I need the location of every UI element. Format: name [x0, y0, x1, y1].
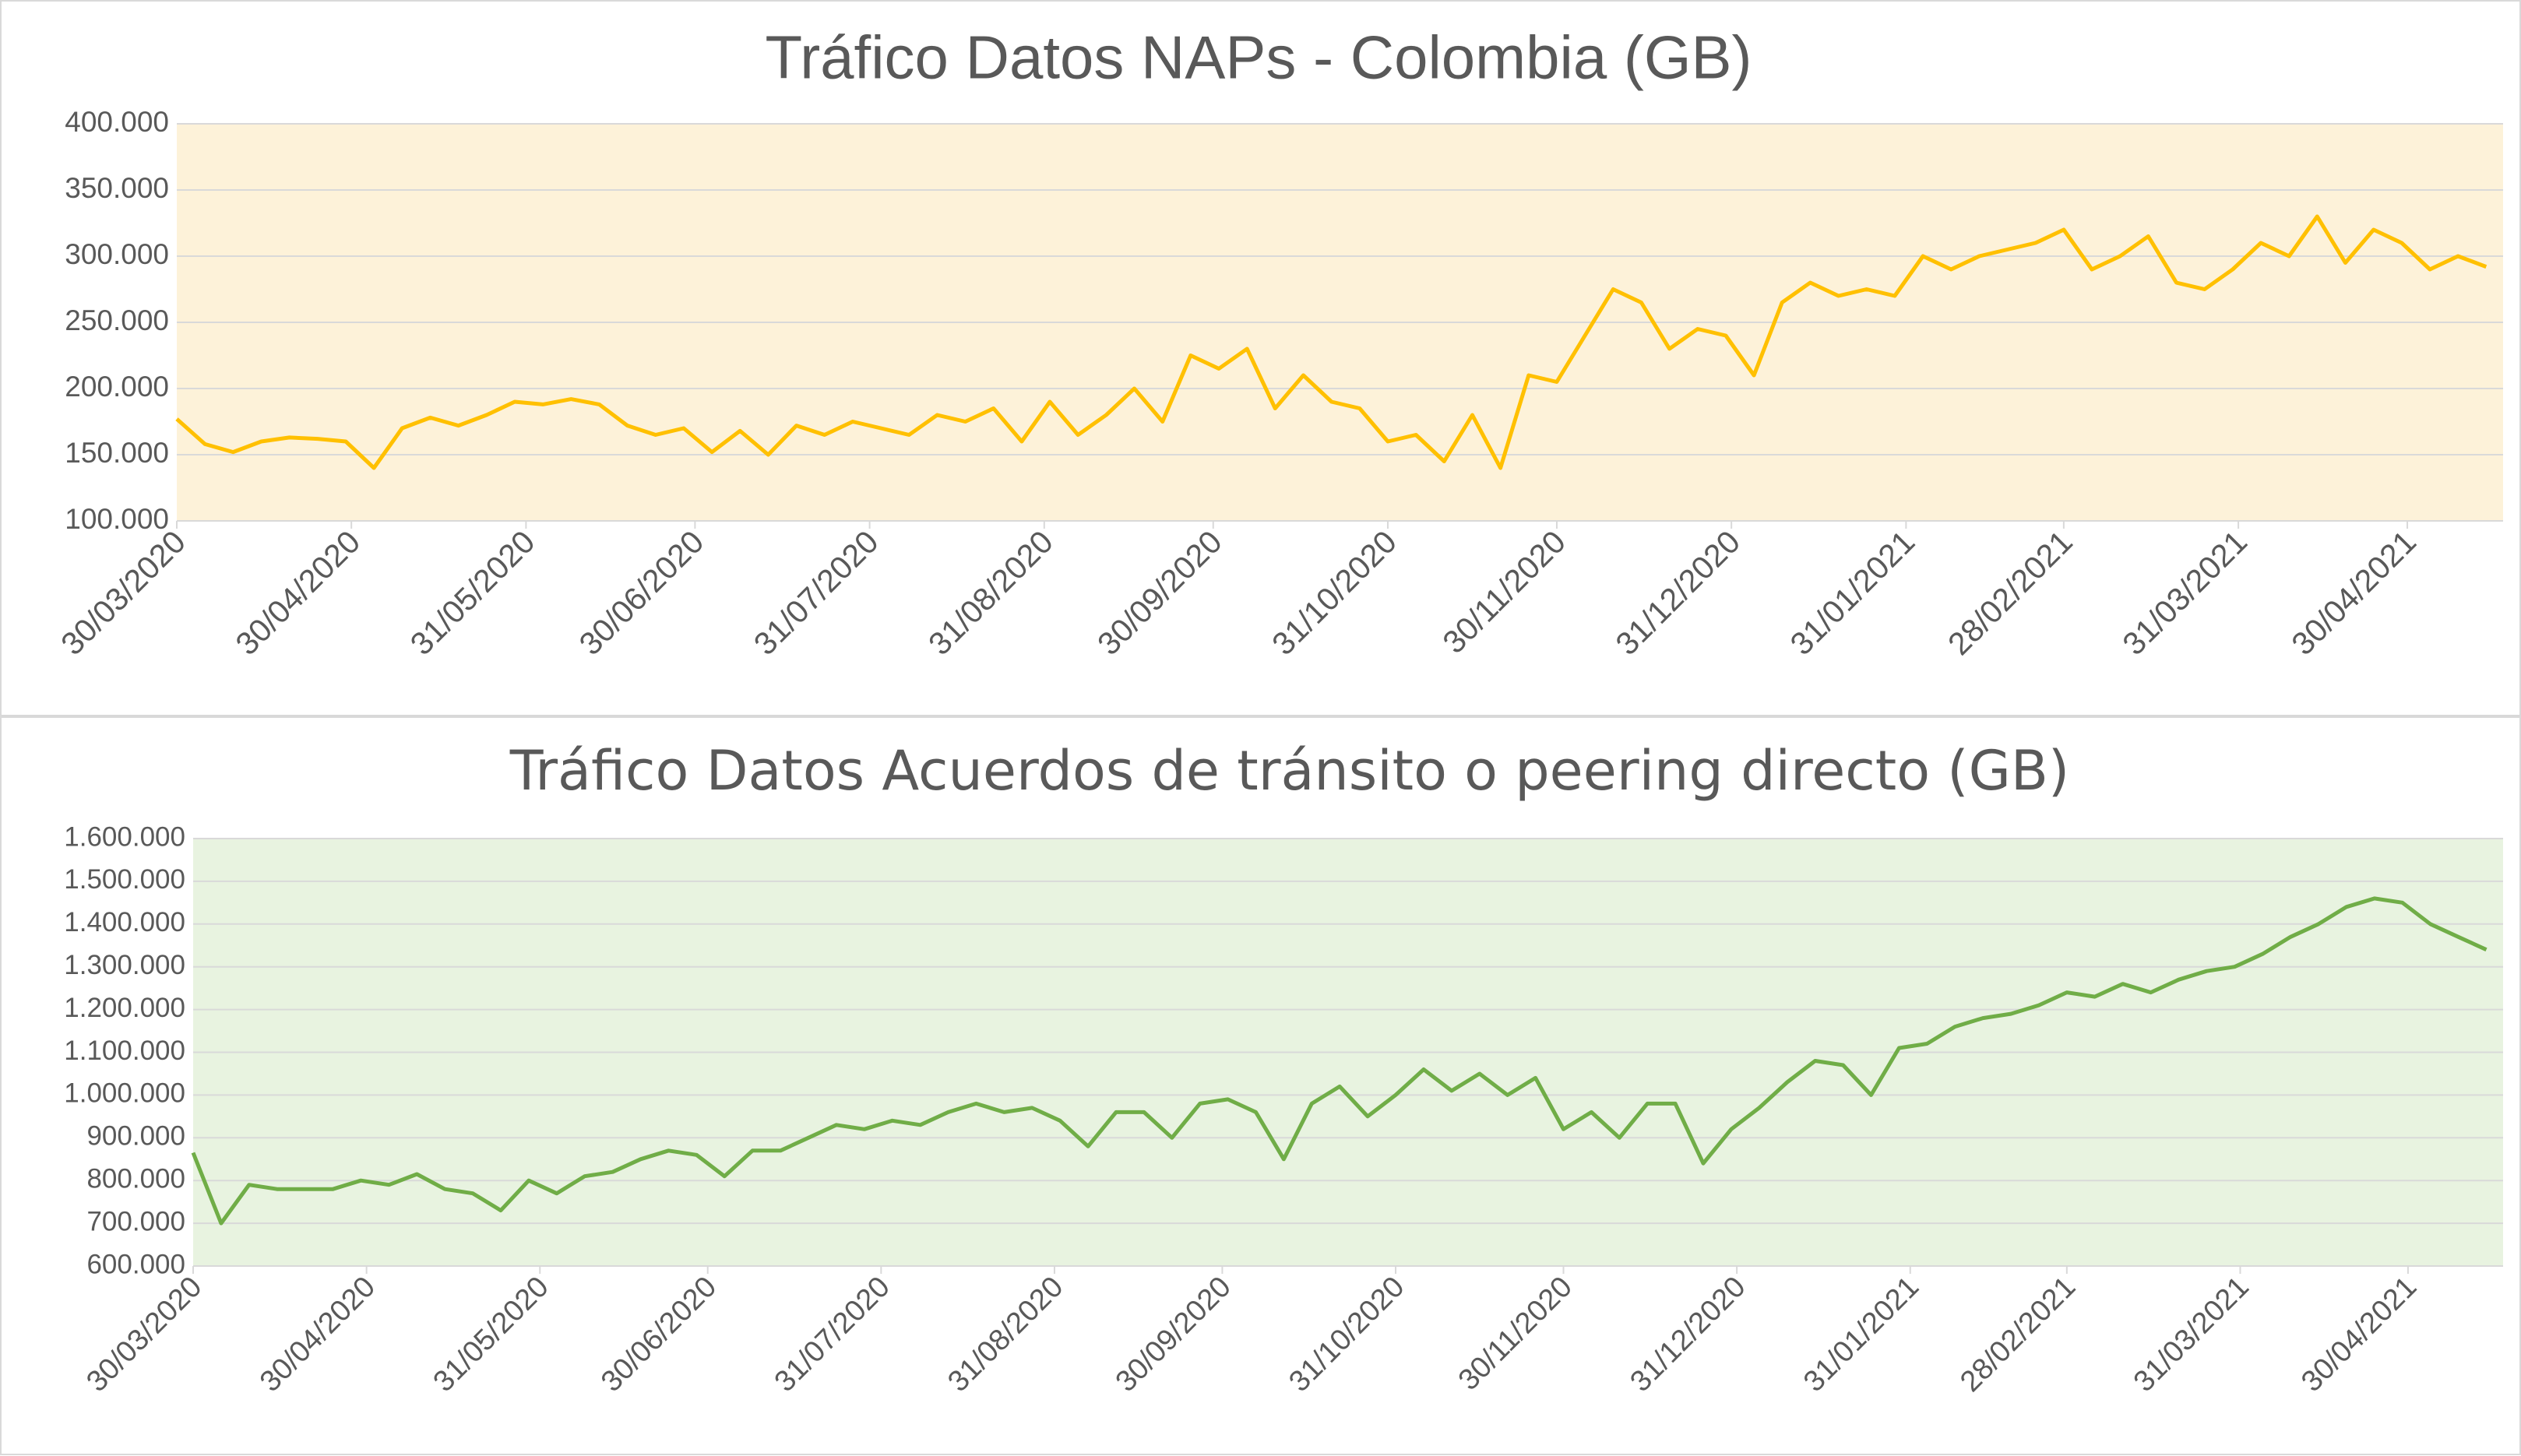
y-tick-label: 1.600.000 [64, 821, 185, 852]
y-tick-label: 900.000 [86, 1121, 185, 1152]
y-tick-label: 1.300.000 [64, 950, 185, 980]
data-line [191, 896, 2488, 1226]
y-tick-label: 1.400.000 [64, 907, 185, 937]
data-line [175, 214, 2488, 470]
y-tick-label: 1.100.000 [64, 1036, 185, 1066]
y-tick-label: 1.000.000 [64, 1078, 185, 1109]
y-tick-label: 700.000 [86, 1206, 185, 1236]
chart-title: Tráfico Datos NAPs - Colombia (GB) [765, 23, 1752, 92]
y-tick-label: 300.000 [65, 238, 169, 270]
y-tick-label: 1.200.000 [64, 993, 185, 1023]
y-tick-label: 150.000 [65, 437, 169, 469]
y-tick-label: 400.000 [65, 106, 169, 138]
y-tick-label: 1.500.000 [64, 864, 185, 895]
y-tick-label: 800.000 [86, 1163, 185, 1194]
y-tick-label: 600.000 [86, 1249, 185, 1279]
chart-title: Tráfico Datos Acuerdos de tránsito o pee… [509, 739, 2069, 803]
y-tick-label: 100.000 [65, 503, 169, 535]
y-tick-label: 350.000 [65, 172, 169, 204]
y-tick-label: 200.000 [65, 371, 169, 403]
y-tick-label: 250.000 [65, 304, 169, 336]
